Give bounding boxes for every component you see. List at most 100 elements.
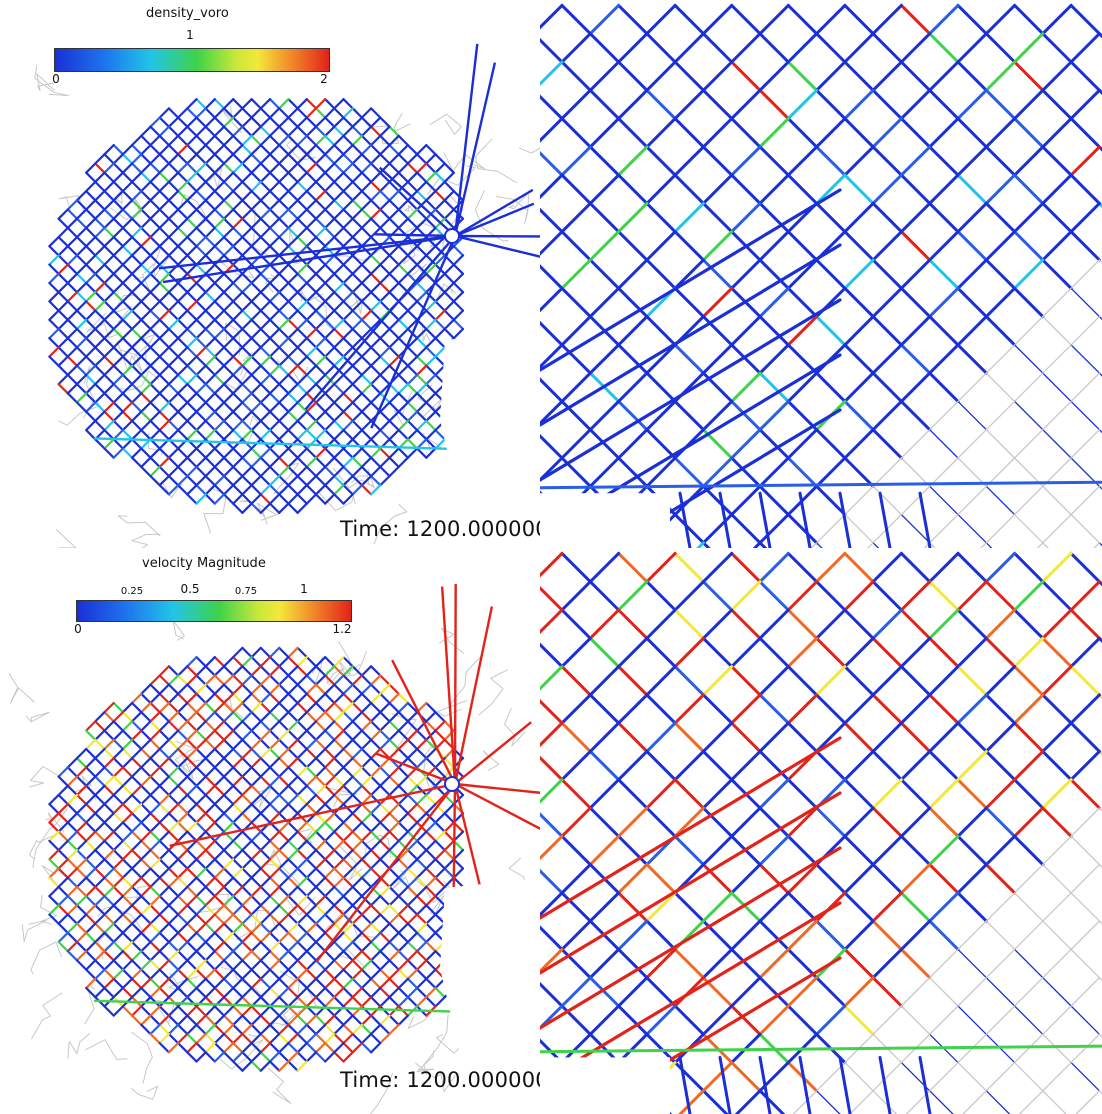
road-segment	[103, 419, 115, 432]
road-segment	[360, 959, 373, 971]
road-segment	[406, 931, 419, 944]
road-segment	[222, 1032, 235, 1045]
road-segment	[370, 701, 382, 714]
road-segment	[588, 258, 621, 290]
road-segment	[899, 286, 932, 319]
road-segment	[370, 996, 382, 1008]
road-segment	[250, 153, 262, 165]
road-segment	[167, 1005, 180, 1017]
road-segment	[195, 876, 207, 888]
road-segment	[94, 950, 106, 962]
road-segment	[758, 513, 790, 545]
road-segment	[397, 144, 409, 156]
road-segment	[324, 401, 336, 413]
road-segment	[333, 144, 345, 156]
road-segment	[268, 309, 281, 321]
road-segment	[48, 839, 60, 852]
road-segment	[85, 757, 97, 769]
road-segment	[140, 867, 152, 879]
road-segment	[296, 364, 308, 376]
road-segment	[241, 134, 253, 147]
road-segment	[232, 968, 244, 980]
road-segment	[204, 674, 216, 686]
road-segment	[360, 895, 373, 907]
road-segment	[131, 300, 143, 312]
road-segment	[673, 32, 705, 64]
road-segment	[94, 346, 106, 358]
road-segment	[259, 364, 272, 376]
road-segment	[314, 1032, 327, 1045]
road-segment	[149, 775, 161, 787]
road-segment	[416, 803, 428, 815]
road-segment	[112, 812, 125, 824]
road-segment	[985, 542, 993, 548]
road-segment	[241, 904, 253, 916]
road-segment	[324, 447, 336, 459]
road-segment	[268, 383, 281, 395]
road-segment	[985, 429, 1016, 459]
road-segment	[158, 327, 170, 340]
road-segment	[250, 162, 262, 174]
road-segment	[66, 208, 79, 220]
road-segment	[1042, 513, 1072, 544]
road-segment	[85, 904, 97, 916]
road-segment	[416, 895, 428, 907]
road-segment	[956, 891, 988, 923]
road-segment	[406, 940, 419, 953]
road-segment	[186, 465, 198, 478]
road-segment	[370, 793, 382, 806]
road-segment	[167, 153, 180, 165]
road-segment	[406, 729, 419, 741]
road-segment	[131, 950, 143, 962]
road-segment	[416, 839, 428, 852]
road-segment	[425, 895, 437, 907]
road-segment	[232, 134, 244, 147]
road-segment	[112, 355, 125, 367]
road-segment	[177, 812, 189, 824]
road-segment	[406, 803, 419, 815]
road-segment	[296, 300, 308, 312]
road-segment	[351, 318, 363, 331]
road-segment	[815, 145, 847, 177]
road-segment	[815, 806, 847, 838]
road-segment	[296, 729, 308, 741]
road-segment	[259, 134, 272, 147]
road-segment	[259, 245, 272, 257]
road-segment	[984, 230, 1017, 262]
road-segment	[342, 940, 354, 953]
road-segment	[388, 729, 400, 741]
road-segment	[701, 891, 734, 923]
road-segment	[213, 318, 226, 331]
road-segment	[370, 959, 382, 971]
road-segment	[57, 839, 69, 852]
road-segment	[158, 134, 170, 147]
road-segment	[75, 364, 88, 376]
road-segment	[342, 950, 354, 962]
road-segment	[268, 236, 281, 248]
road-segment	[406, 208, 419, 220]
road-segment	[342, 784, 354, 797]
road-segment	[195, 346, 207, 358]
road-segment	[167, 383, 180, 395]
road-segment	[342, 655, 354, 668]
road-segment	[305, 711, 318, 723]
road-segment	[333, 858, 345, 870]
road-segment	[928, 749, 960, 782]
road-segment	[112, 885, 125, 898]
road-segment	[701, 863, 734, 895]
road-segment	[730, 258, 762, 290]
road-segment	[333, 429, 345, 441]
road-segment	[871, 258, 903, 290]
road-segment	[397, 208, 409, 220]
road-segment	[351, 419, 363, 432]
road-segment	[241, 1042, 253, 1054]
road-segment	[213, 309, 226, 321]
road-segment	[984, 258, 1017, 290]
road-segment	[94, 438, 106, 450]
road-segment	[232, 849, 244, 861]
road-segment	[232, 692, 244, 705]
road-segment	[786, 286, 819, 319]
road-segment	[1013, 372, 1044, 403]
road-segment	[296, 766, 308, 778]
road-segment	[730, 60, 762, 92]
